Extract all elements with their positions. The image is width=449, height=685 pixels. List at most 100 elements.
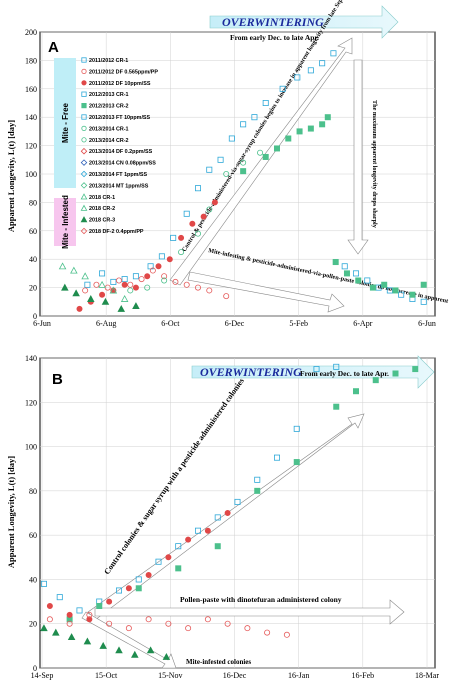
data-point <box>194 284 201 291</box>
legend-marker <box>81 91 87 97</box>
data-point <box>223 170 230 177</box>
y-tick-label: 100 <box>25 443 37 452</box>
data-point <box>392 370 399 377</box>
x-ticks-a: 6-Jun 6-Aug 6-Oct 6-Dec 5-Feb 6-Apr 6-Jun <box>33 319 436 328</box>
data-point <box>155 558 162 565</box>
data-points-a <box>58 50 427 312</box>
data-point <box>185 625 192 632</box>
data-point <box>217 156 224 163</box>
overwintering-arrow-b <box>191 355 435 389</box>
data-point <box>106 620 113 627</box>
legend-marker <box>81 80 87 86</box>
data-point <box>262 153 269 160</box>
annotation-drop-a: The maximum apparent longevity drops sha… <box>371 100 378 229</box>
x-tick-label: 6-Jun <box>418 319 436 328</box>
arrow-flat-a <box>187 271 345 313</box>
data-point <box>206 166 213 173</box>
data-point <box>224 509 231 516</box>
x-tick-label: 6-Jun <box>33 319 51 328</box>
data-point <box>264 629 271 636</box>
data-point <box>185 536 192 543</box>
data-point <box>115 646 123 654</box>
legend-entry: 2012/2013 FT 10ppm/SS <box>89 115 151 121</box>
data-point <box>165 554 172 561</box>
data-point <box>375 284 382 291</box>
data-point <box>206 206 213 213</box>
data-point <box>165 620 172 627</box>
data-point <box>98 280 106 288</box>
legend-marker <box>80 227 88 235</box>
data-point <box>162 652 171 660</box>
data-point <box>194 185 201 192</box>
data-point <box>76 305 83 312</box>
y-ticks-b: 0 20 40 60 80 100 120 140 <box>25 354 37 673</box>
legend-a: 2011/2012 CR-1 2011/2012 DF 0.565ppm/PP 20… <box>80 57 158 235</box>
legend-entry: 2013/2014 MT 1ppm/SS <box>89 183 149 189</box>
legend-marker <box>80 193 88 200</box>
data-point <box>96 603 103 610</box>
data-point <box>161 273 168 280</box>
grid-b <box>40 357 435 669</box>
data-point <box>330 50 337 57</box>
panel-letter-b: B <box>52 371 63 388</box>
y-tick-label: 100 <box>25 170 37 179</box>
legend-marker <box>80 147 88 155</box>
panel-b: 0 20 40 60 80 100 120 140 14-Sep 15-Oct 15-Nov 16-… <box>6 354 439 680</box>
overwintering-title-b: OVERWINTERING <box>200 365 302 379</box>
x-tick-label: 14-Sep <box>31 671 54 680</box>
data-point <box>386 287 393 294</box>
data-point <box>194 527 201 534</box>
data-point <box>76 607 83 614</box>
mite-infested-label: Mite - Infested <box>61 195 70 249</box>
data-point <box>369 284 376 291</box>
data-point <box>132 284 139 291</box>
legend-entry: 2018 CR-3 <box>89 218 115 224</box>
data-point <box>127 281 134 288</box>
data-point <box>194 230 201 237</box>
data-point <box>46 616 53 623</box>
data-point <box>145 616 152 623</box>
data-point <box>234 498 241 505</box>
data-point <box>206 287 213 294</box>
y-tick-label: 20 <box>29 284 37 293</box>
data-point <box>70 266 78 274</box>
x-tick-label: 6-Aug <box>96 319 116 328</box>
data-point <box>364 277 371 284</box>
x-tick-label: 5-Feb <box>289 319 308 328</box>
data-point <box>86 611 93 618</box>
data-point <box>93 281 100 288</box>
data-point <box>257 149 264 156</box>
data-point <box>183 210 190 217</box>
data-point <box>135 585 142 592</box>
data-point <box>121 276 128 283</box>
data-point <box>254 487 261 494</box>
data-point <box>279 85 286 92</box>
y-tick-label: 200 <box>25 28 37 37</box>
data-point <box>40 624 48 632</box>
y-tick-label: 120 <box>25 142 37 151</box>
y-tick-label: 60 <box>29 227 37 236</box>
data-point <box>109 286 118 294</box>
data-point <box>294 74 301 81</box>
data-point <box>155 263 162 270</box>
legend-marker <box>81 68 87 75</box>
data-point <box>125 585 132 592</box>
y-tick-label: 160 <box>25 85 37 94</box>
legend-entry: 2013/2014 DF 0.2ppm/SS <box>89 149 153 155</box>
data-point <box>262 100 269 107</box>
overwintering-arrow-a <box>209 5 399 39</box>
legend-marker <box>80 159 88 166</box>
data-points-b <box>40 363 419 660</box>
data-point <box>175 543 182 550</box>
data-point <box>204 616 211 623</box>
data-point <box>146 646 155 654</box>
data-point <box>254 476 261 483</box>
data-point <box>228 135 235 142</box>
data-point <box>166 256 173 263</box>
data-point <box>341 263 348 270</box>
data-point <box>116 587 123 594</box>
legend-entry: 2011/2012 DF 10ppm/SS <box>89 81 151 87</box>
data-point <box>307 125 314 132</box>
